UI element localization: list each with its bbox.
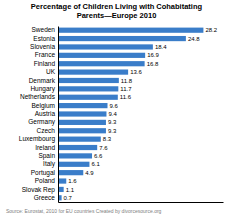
y-tick-label: Denmark	[29, 77, 56, 84]
y-tick: Netherlands	[20, 93, 58, 100]
y-tick-label: Netherlands	[20, 93, 56, 100]
y-tick-label: Portugal	[31, 169, 56, 177]
data-label: 13.6	[130, 69, 142, 75]
data-label: 9.3	[108, 119, 117, 125]
y-tick-label: Germany	[28, 118, 55, 126]
bar	[58, 120, 106, 125]
y-tick-label: Greece	[34, 194, 56, 201]
bar	[58, 162, 89, 167]
bar	[58, 111, 106, 116]
x-axis	[59, 202, 224, 203]
y-tick-label: Sweden	[32, 26, 56, 33]
y-tick-label: Ireland	[35, 144, 55, 151]
bar	[58, 61, 145, 66]
y-tick-label: Finland	[34, 60, 56, 67]
y-tick: Germany	[28, 118, 58, 126]
data-label: 16.9	[147, 52, 159, 58]
data-label: 24.8	[188, 36, 200, 42]
bar	[58, 128, 106, 133]
data-label: 4.9	[85, 170, 94, 176]
y-tick: Luxembourg	[19, 135, 58, 143]
y-tick-label: Hungary	[30, 85, 55, 93]
bar	[58, 95, 118, 100]
bar	[58, 178, 66, 183]
bar	[58, 78, 119, 83]
bar	[58, 145, 97, 150]
data-label: 8.3	[103, 136, 112, 142]
x-axis-line	[59, 202, 224, 203]
y-tick: Hungary	[30, 85, 58, 93]
data-label: 7.6	[99, 145, 108, 151]
y-axis: Sweden EstoniaSloveniaFrance FinlandUK Denm…	[19, 26, 59, 202]
data-label: 11.7	[120, 86, 132, 92]
y-tick: Greece	[34, 194, 58, 201]
y-tick-label: Slovenia	[30, 43, 55, 50]
data-label: 9.3	[108, 128, 117, 134]
chart: Percentage of Children Living with Cohab…	[0, 0, 233, 216]
data-label: 18.4	[155, 44, 167, 50]
bars	[58, 28, 203, 201]
bar	[58, 53, 145, 58]
y-axis-line	[58, 27, 59, 203]
annotation: Source: Eurostat, 2010 for EU countries …	[6, 208, 162, 214]
bar	[58, 86, 118, 91]
data-label: 0.7	[64, 195, 73, 201]
data-label: 1.6	[68, 178, 77, 184]
y-tick-label: Italy	[43, 160, 56, 168]
y-tick: Slovak Rep	[22, 186, 58, 194]
data-label: 1.1	[66, 187, 75, 193]
bar	[58, 44, 153, 49]
y-tick: Sweden	[32, 26, 59, 33]
title: Percentage of Children Living with Cohab…	[31, 2, 203, 20]
y-tick: Finland	[34, 60, 58, 67]
y-tick-label: Estonia	[33, 35, 55, 42]
y-tick: France	[35, 51, 58, 58]
data-label: 9.4	[108, 111, 117, 117]
y-tick-label: Slovak Rep	[22, 186, 56, 194]
y-tick: Austria	[35, 110, 58, 117]
y-tick: Portugal	[31, 169, 58, 177]
y-tick-label: Spain	[38, 152, 55, 160]
plot: 28.2 24.8 18.4 16.9 16.8 13.6 11.8 11.7 11.69.6 9…	[19, 26, 224, 202]
y-tick-label: UK	[46, 68, 56, 75]
data-label: 28.2	[205, 27, 217, 33]
data-label: 11.6	[120, 94, 132, 100]
y-tick-label: Austria	[35, 110, 56, 117]
y-tick: Ireland	[35, 144, 58, 151]
bar	[58, 153, 92, 158]
bar	[58, 103, 108, 108]
y-tick-label: Belgium	[32, 102, 55, 110]
y-tick: Poland	[35, 177, 58, 184]
y-tick-label: Poland	[35, 177, 56, 184]
data-label: 9.6	[110, 103, 119, 109]
y-tick: Slovenia	[30, 43, 58, 50]
data-label: 11.8	[121, 78, 133, 84]
y-tick: UK	[46, 68, 58, 75]
data-labels: 28.2 24.8 18.4 16.9 16.8 13.6 11.8 11.7 11.69.6 9…	[64, 27, 218, 201]
bar	[58, 28, 203, 33]
y-tick: Belgium	[32, 102, 58, 110]
y-tick-label: Luxembourg	[19, 135, 56, 143]
bar	[58, 137, 101, 142]
data-label: 6.6	[94, 153, 103, 159]
y-tick: Denmark	[29, 77, 58, 84]
bar	[58, 170, 83, 175]
y-tick: Czech	[37, 127, 58, 134]
y-tick-label: Czech	[37, 127, 56, 134]
y-tick: Estonia	[33, 35, 58, 42]
bar	[58, 36, 186, 41]
bar	[58, 69, 128, 74]
y-tick: Italy	[43, 160, 58, 168]
data-label: 16.8	[147, 61, 159, 67]
y-tick-label: France	[35, 51, 56, 58]
y-tick: Spain	[38, 152, 58, 160]
data-label: 6.1	[91, 161, 100, 167]
